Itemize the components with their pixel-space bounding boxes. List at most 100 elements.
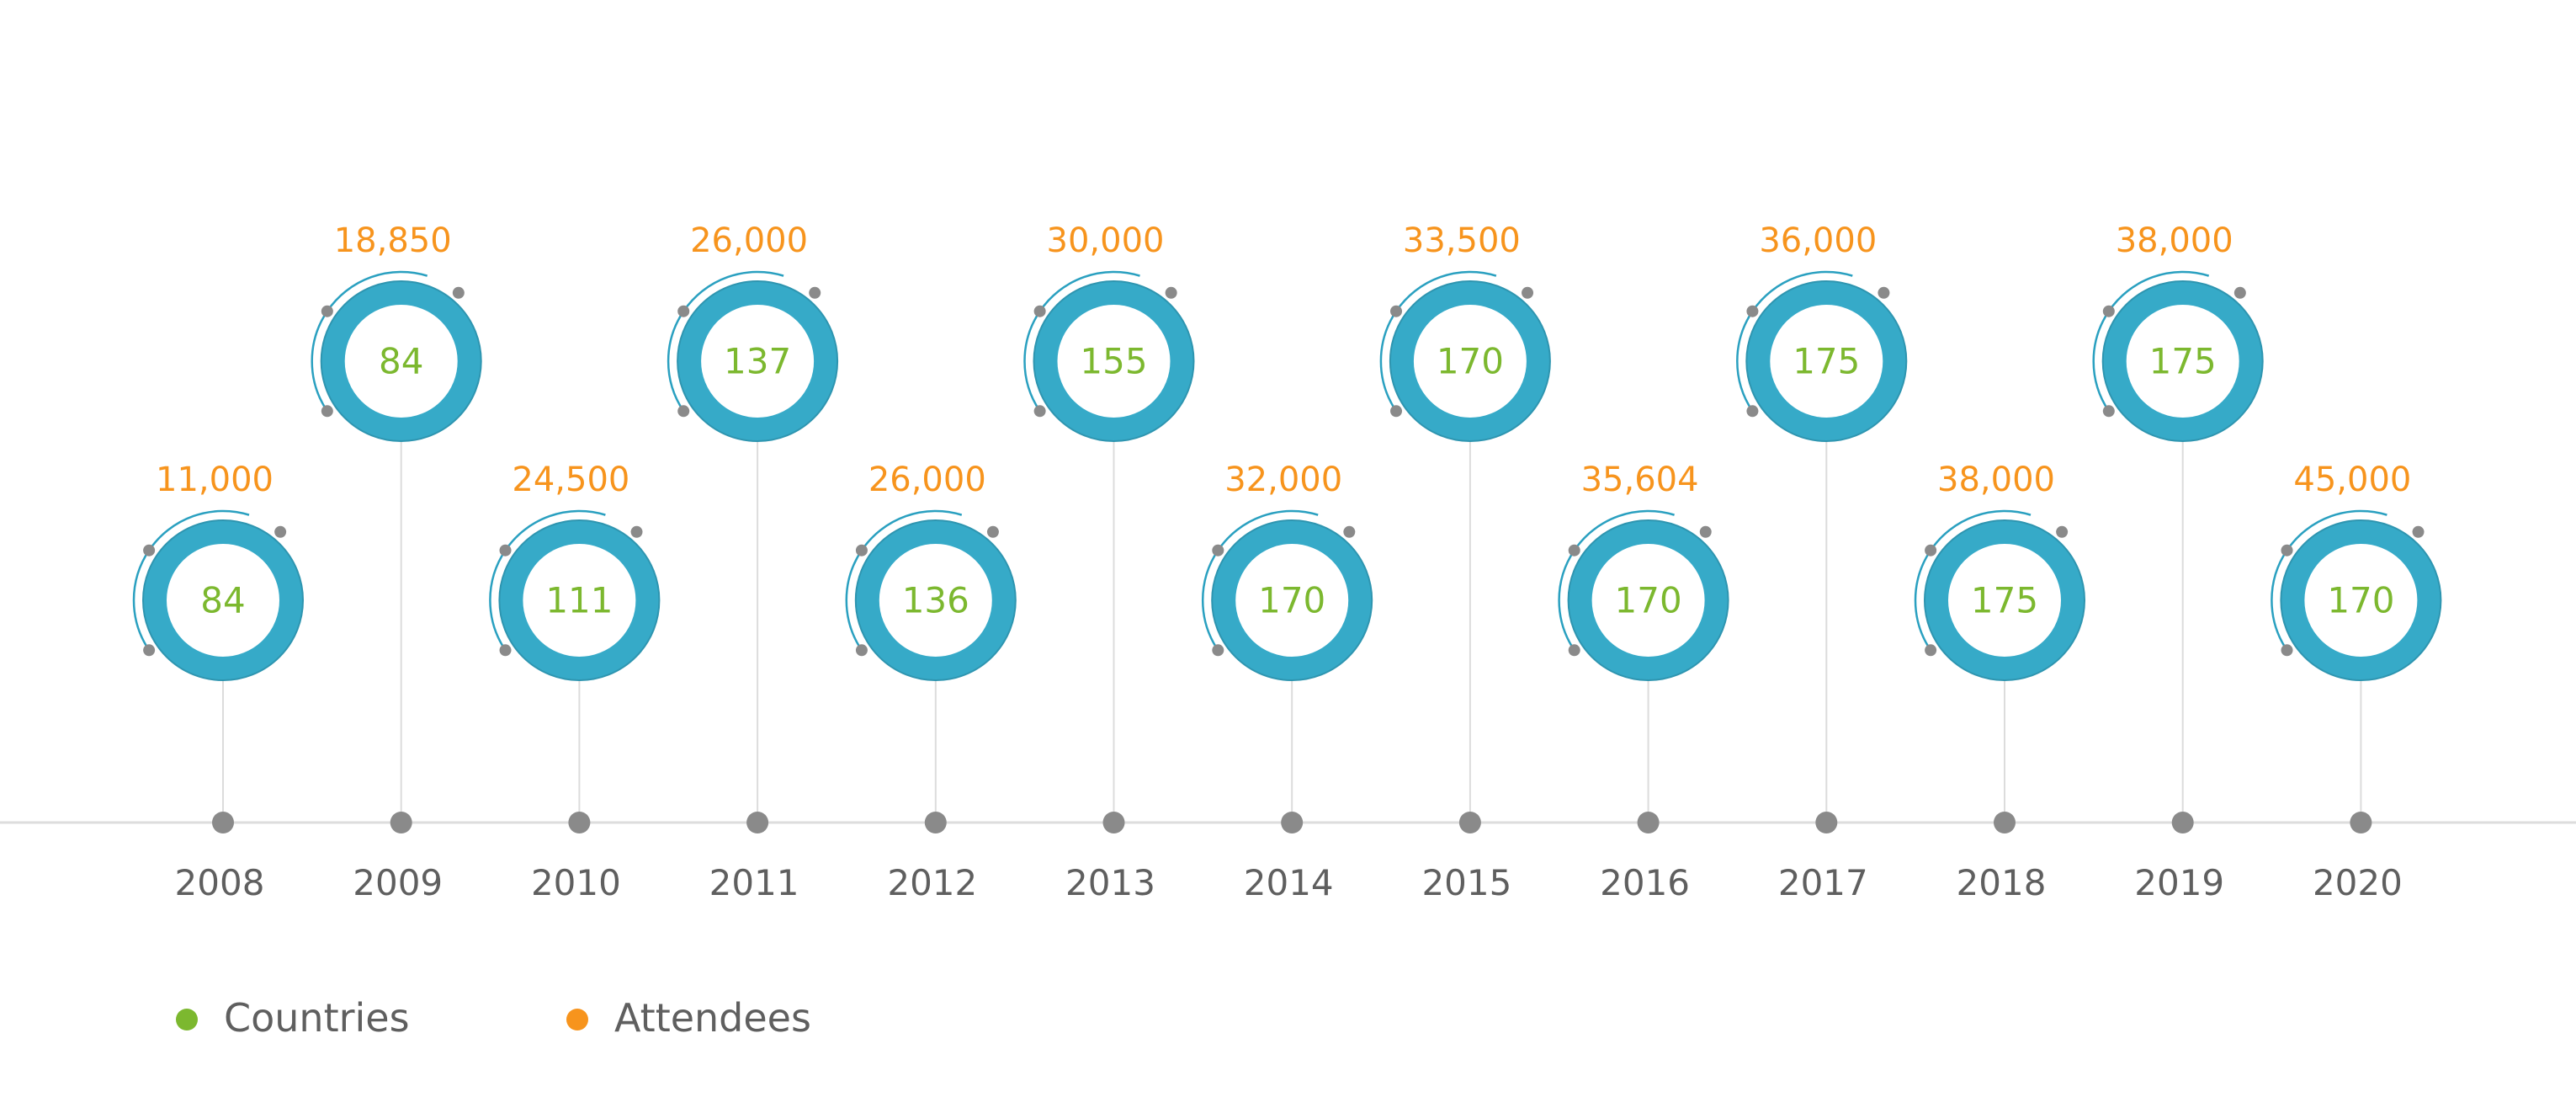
arc-end-dot (1925, 544, 1937, 556)
country-ring-edge (677, 280, 839, 442)
country-ring (1925, 520, 2085, 680)
arc-end-dot (1746, 405, 1759, 418)
country-ring-edge (1924, 519, 2085, 681)
arc-end-dot (855, 544, 868, 556)
arc-end-dot (1878, 286, 1890, 299)
attendees-value: 18,850 (334, 221, 452, 260)
year-label: 2009 (353, 862, 443, 903)
milestone-2017[interactable]: 175 36,000 2017 (1736, 221, 1908, 903)
attendees-value: 24,500 (512, 461, 629, 499)
milestone-2012[interactable]: 136 26,000 2012 (845, 461, 1017, 903)
country-ring-edge (1211, 519, 1373, 681)
arc-end-dot (630, 525, 643, 538)
milestone-2010[interactable]: 111 24,500 2010 (489, 461, 661, 903)
arc-end-dot (1033, 405, 1046, 418)
arc-end-dot (1212, 544, 1224, 556)
arc-end-dot (143, 544, 156, 556)
axis-marker (1102, 812, 1125, 833)
country-ring-edge (320, 280, 482, 442)
milestones-layer: 84 11,000 2008 84 18,850 2009 111 24,500 2010 137… (132, 221, 2442, 903)
country-ring-edge (2280, 519, 2442, 681)
axis-marker (924, 812, 947, 833)
country-ring (677, 281, 838, 441)
arc-end-dot (1212, 644, 1224, 657)
countries-value: 170 (1437, 341, 1504, 382)
country-ring-edge (1567, 519, 1729, 681)
milestone-2019[interactable]: 175 38,000 2019 (2092, 221, 2264, 903)
milestone-2014[interactable]: 170 32,000 2014 (1202, 461, 1373, 903)
axis-marker (212, 812, 234, 833)
axis-marker (746, 812, 769, 833)
arc-end-dot (321, 305, 333, 317)
country-ring-edge (1745, 280, 1908, 442)
arc-end-dot (1568, 644, 1580, 657)
attendees-value: 35,604 (1581, 461, 1699, 499)
countries-value: 175 (2149, 341, 2217, 382)
arc-end-dot (1568, 544, 1580, 556)
country-ring-edge (142, 519, 304, 681)
country-ring (2281, 520, 2441, 680)
attendees-value: 32,000 (1224, 461, 1342, 499)
year-label: 2016 (1600, 862, 1690, 903)
country-ring-edge (498, 519, 661, 681)
countries-value: 84 (200, 580, 245, 621)
arc-end-dot (499, 544, 512, 556)
country-ring (1033, 281, 1194, 441)
attendees-value: 30,000 (1047, 221, 1165, 260)
country-ring (855, 520, 1016, 680)
attendees-value: 36,000 (1759, 221, 1877, 260)
country-ring (143, 520, 303, 680)
attendees-value: 26,000 (868, 461, 986, 499)
arc-end-dot (1343, 525, 1356, 538)
attendees-value: 38,000 (2116, 221, 2233, 260)
arc-end-dot (1699, 525, 1712, 538)
arc-end-dot (274, 525, 287, 538)
legend-swatch-countries (176, 1009, 198, 1030)
milestone-2018[interactable]: 175 38,000 2018 (1914, 461, 2085, 903)
axis-marker (1637, 812, 1660, 833)
year-label: 2015 (1421, 862, 1511, 903)
milestone-2015[interactable]: 170 33,500 2015 (1379, 221, 1551, 903)
country-ring (1746, 281, 1907, 441)
attendees-value: 38,000 (1937, 461, 2055, 499)
countries-value: 170 (2327, 580, 2394, 621)
year-label: 2020 (2313, 862, 2403, 903)
arc-end-dot (2281, 544, 2293, 556)
arc-end-dot (2281, 644, 2293, 657)
axis-marker (2171, 812, 2194, 833)
attendees-value: 11,000 (156, 461, 274, 499)
milestone-2016[interactable]: 170 35,604 2016 (1558, 461, 1729, 903)
arc-end-dot (1390, 305, 1403, 317)
axis-marker (2350, 812, 2372, 833)
arc-end-dot (2412, 525, 2425, 538)
country-ring (321, 281, 481, 441)
legend-item-attendees[interactable]: Attendees (566, 995, 811, 1041)
arc-end-dot (677, 405, 690, 418)
axis-marker (1994, 812, 2016, 833)
country-ring (499, 520, 660, 680)
arc-end-dot (809, 286, 821, 299)
axis-marker (568, 812, 591, 833)
arc-end-dot (1522, 286, 1534, 299)
year-label: 2012 (887, 862, 977, 903)
country-ring (1389, 281, 1550, 441)
arc-end-dot (677, 305, 690, 317)
milestone-2013[interactable]: 155 30,000 2013 (1023, 221, 1195, 903)
countries-value: 155 (1080, 341, 1147, 382)
year-label: 2011 (709, 862, 799, 903)
milestone-2020[interactable]: 170 45,000 2020 (2271, 461, 2442, 903)
arc-end-dot (855, 644, 868, 657)
countries-value: 111 (545, 580, 613, 621)
legend-swatch-attendees (566, 1009, 588, 1030)
legend-item-countries[interactable]: Countries (176, 995, 410, 1041)
year-label: 2014 (1244, 862, 1334, 903)
milestone-2011[interactable]: 137 26,000 2011 (667, 221, 839, 903)
countries-value: 84 (379, 341, 423, 382)
arc-end-dot (1165, 286, 1177, 299)
country-ring (2102, 281, 2263, 441)
milestone-2008[interactable]: 84 11,000 2008 (132, 461, 304, 903)
milestone-2009[interactable]: 84 18,850 2009 (311, 221, 482, 903)
year-label: 2017 (1778, 862, 1868, 903)
arc-end-dot (2056, 525, 2069, 538)
